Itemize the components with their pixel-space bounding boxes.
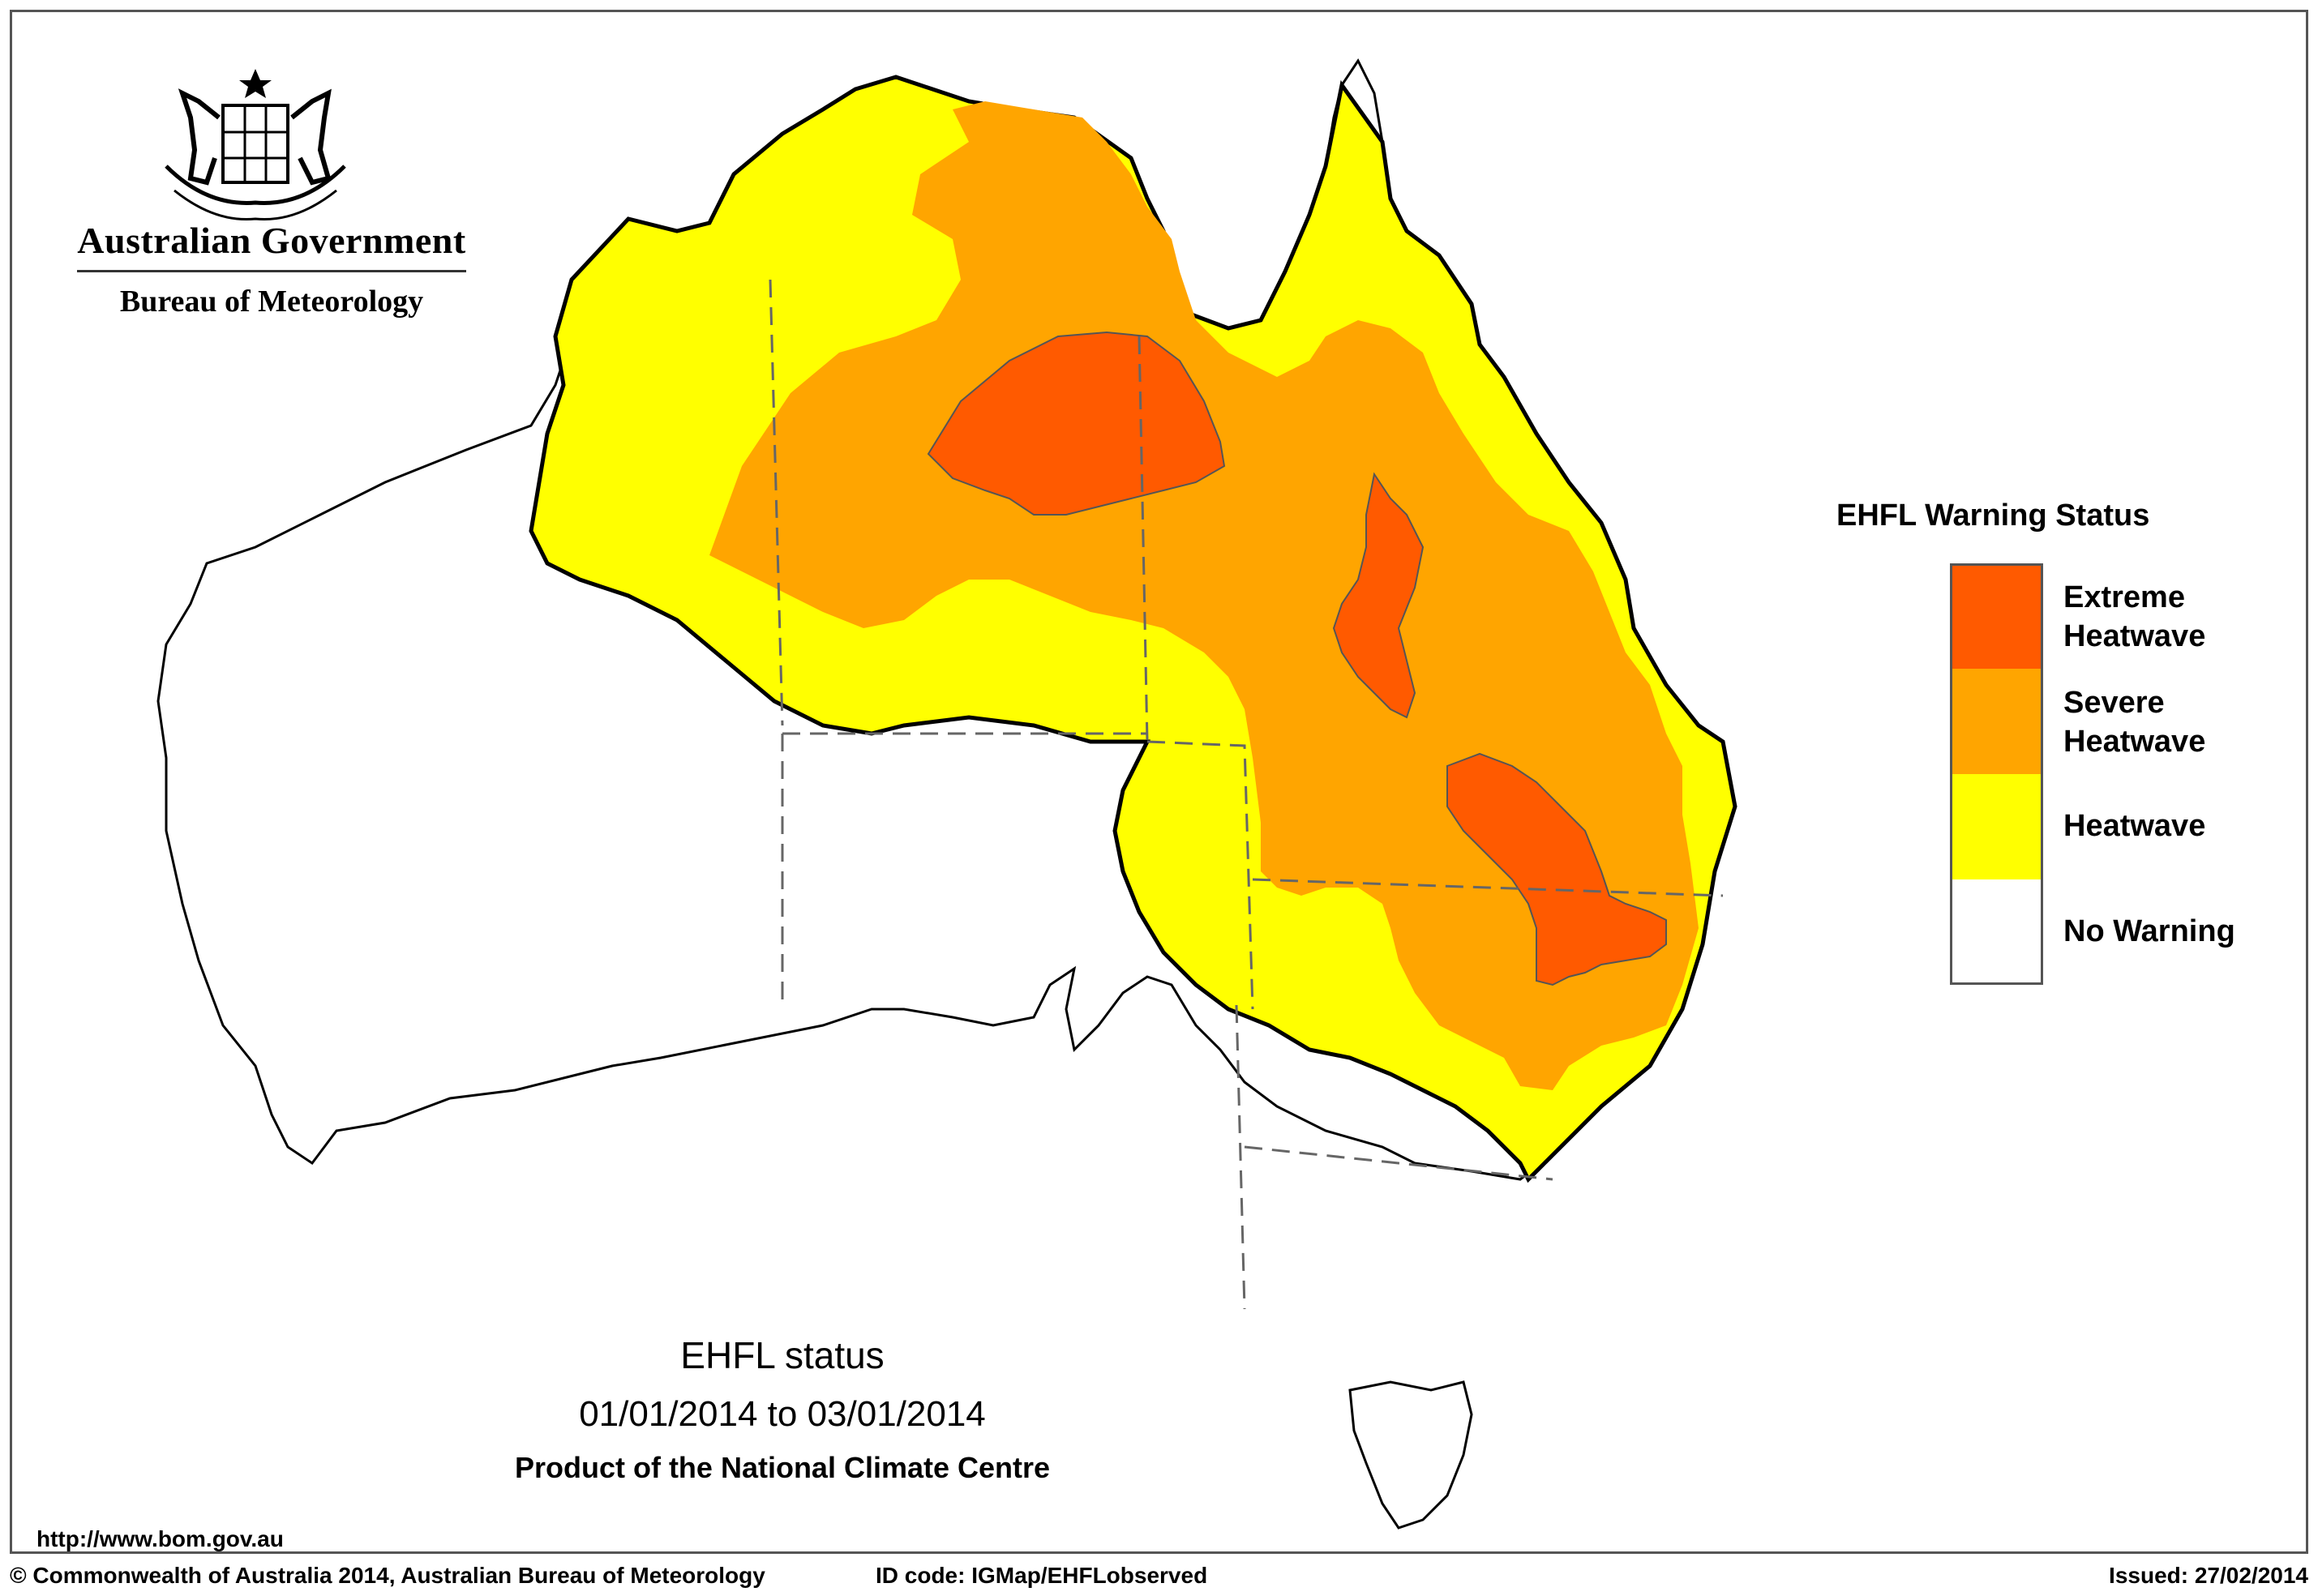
footer-copyright: © Commonwealth of Australia 2014, Austra… (10, 1563, 765, 1588)
legend-swatch-extreme (1950, 563, 2043, 669)
extreme-heatwave-region (1332, 472, 1425, 719)
map-frame: Australian Government Bureau of Meteorol… (10, 10, 2308, 1554)
coat-of-arms-icon (165, 69, 346, 221)
legend-label: Extreme Heatwave (2063, 580, 2206, 653)
footer-id-code: ID code: IGMap/EHFLobserved (876, 1563, 1208, 1588)
legend-label: Heatwave (2063, 809, 2206, 843)
org-divider (77, 270, 466, 272)
legend-swatch-no-warning (1950, 879, 2043, 985)
tasmania-outline (1348, 1380, 1473, 1530)
bom-logo: Australian Government Bureau of Meteorol… (61, 219, 482, 319)
legend-swatch-severe (1950, 669, 2043, 774)
caption-product: Product of the National Climate Centre (514, 1451, 1051, 1484)
legend-title: EHFL Warning Status (1836, 498, 2150, 533)
caption-title: EHFL status (680, 1334, 885, 1376)
legend-item: No Warning (1950, 879, 2318, 985)
legend-item: Heatwave (1950, 774, 2318, 879)
legend-item: Extreme Heatwave (1950, 563, 2318, 669)
legend-item: Severe Heatwave (1950, 669, 2318, 774)
bom-url-link[interactable]: http://www.bom.gov.au (36, 1526, 284, 1551)
footer-issued: Issued: 27/02/2014 (2109, 1563, 2308, 1588)
legend-label: Severe Heatwave (2063, 686, 2206, 759)
caption-dates: 01/01/2014 to 03/01/2014 (579, 1394, 986, 1434)
legend-swatch-heatwave (1950, 774, 2043, 879)
legend-label: No Warning (2063, 914, 2235, 948)
severe-heatwave-region (709, 101, 1699, 1090)
state-borders (769, 279, 1724, 1310)
australia-map (156, 58, 1737, 1530)
org-title: Australian Government (77, 220, 466, 261)
extreme-heatwave-region (927, 331, 1226, 516)
org-subtitle: Bureau of Meteorology (119, 285, 424, 319)
